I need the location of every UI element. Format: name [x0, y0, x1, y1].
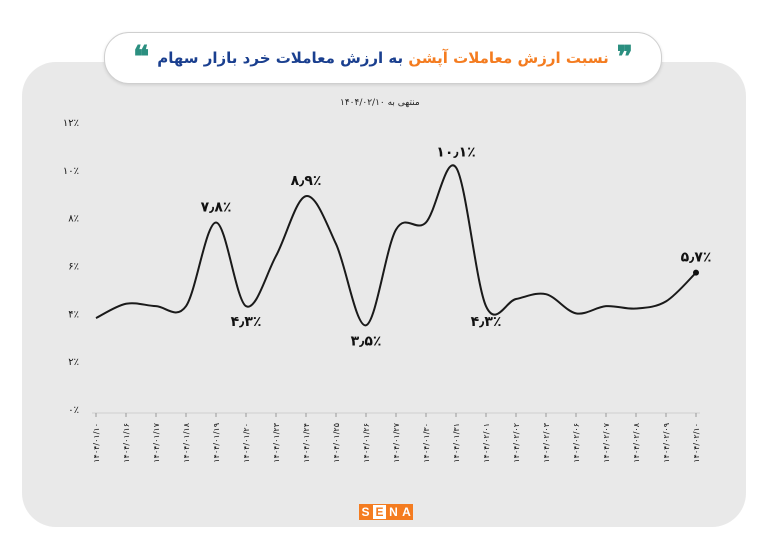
x-tick-label: ۱۴۰۴/۰۲/۰۲	[512, 423, 521, 463]
x-tick-label: ۱۴۰۴/۰۲/۰۶	[572, 423, 581, 463]
logo-letter: N	[387, 504, 400, 520]
x-tick-label: ۱۴۰۴/۰۱/۱۶	[122, 423, 131, 463]
x-tick-label: ۱۴۰۴/۰۱/۱۰	[92, 423, 101, 463]
chart-title-highlight: نسبت ارزش معاملات آپشن	[408, 49, 609, 67]
chart-title: نسبت ارزش معاملات آپشن به ارزش معاملات خ…	[157, 49, 608, 67]
x-tick-label: ۱۴۰۴/۰۱/۲۳	[272, 422, 281, 462]
open-quote-icon: ❞	[616, 40, 633, 75]
x-tick-label: ۱۴۰۴/۰۱/۱۸	[182, 422, 191, 462]
data-label: ۴٫۳٪	[471, 314, 502, 330]
y-tick-label: ۶٪	[68, 262, 79, 273]
logo-letter: A	[400, 504, 413, 520]
close-quote-icon: ❝	[133, 40, 150, 75]
title-banner: ❞ نسبت ارزش معاملات آپشن به ارزش معاملات…	[104, 32, 662, 84]
data-label: ۷٫۸٪	[201, 199, 232, 215]
data-point	[693, 269, 699, 276]
x-tick-label: ۱۴۰۴/۰۲/۰۷	[602, 422, 611, 462]
data-label: ۱۰٫۱٪	[436, 144, 475, 160]
x-tick-label: ۱۴۰۴/۰۱/۲۶	[362, 423, 371, 463]
y-tick-label: ۱۲٪	[63, 118, 79, 129]
data-label: ۵٫۷٪	[681, 250, 712, 266]
data-label: ۳٫۵٪	[351, 333, 382, 349]
x-tick-label: ۱۴۰۴/۰۱/۲۵	[332, 423, 341, 463]
x-tick-label: ۱۴۰۴/۰۲/۰۹	[662, 423, 671, 463]
series-line	[95, 164, 697, 327]
y-tick-label: ۱۰٪	[63, 166, 79, 177]
x-tick-label: ۱۴۰۴/۰۲/۰۸	[632, 422, 641, 462]
sena-logo: S E N A	[359, 504, 413, 520]
x-tick-label: ۱۴۰۴/۰۲/۱۰	[692, 423, 701, 463]
y-tick-label: ۰٪	[68, 405, 79, 416]
y-tick-label: ۲٪	[68, 357, 79, 368]
x-tick-label: ۱۴۰۴/۰۱/۳۱	[452, 423, 461, 463]
x-tick-label: ۱۴۰۴/۰۱/۲۷	[392, 422, 401, 462]
x-tick-label: ۱۴۰۴/۰۱/۳۰	[422, 423, 431, 463]
logo-letter: S	[359, 504, 372, 520]
x-tick-label: ۱۴۰۴/۰۲/۰۳	[542, 422, 551, 462]
chart-title-rest: به ارزش معاملات خرد بازار سهام	[157, 49, 404, 67]
x-tick-label: ۱۴۰۴/۰۱/۲۴	[302, 423, 311, 463]
x-tick-label: ۱۴۰۴/۰۱/۱۹	[212, 423, 221, 463]
data-label: ۸٫۹٪	[291, 173, 322, 189]
logo-letter: E	[372, 504, 387, 520]
data-label: ۴٫۳٪	[231, 314, 262, 330]
y-tick-label: ۴٪	[68, 309, 79, 320]
chart-panel	[22, 62, 746, 527]
x-tick-label: ۱۴۰۴/۰۱/۱۷	[152, 422, 161, 462]
y-tick-label: ۸٪	[68, 214, 79, 225]
chart-subtitle: منتهی به ۱۴۰۴/۰۲/۱۰	[340, 98, 420, 108]
x-tick-label: ۱۴۰۴/۰۲/۰۱	[482, 423, 491, 463]
x-tick-label: ۱۴۰۴/۰۱/۲۰	[242, 423, 251, 463]
